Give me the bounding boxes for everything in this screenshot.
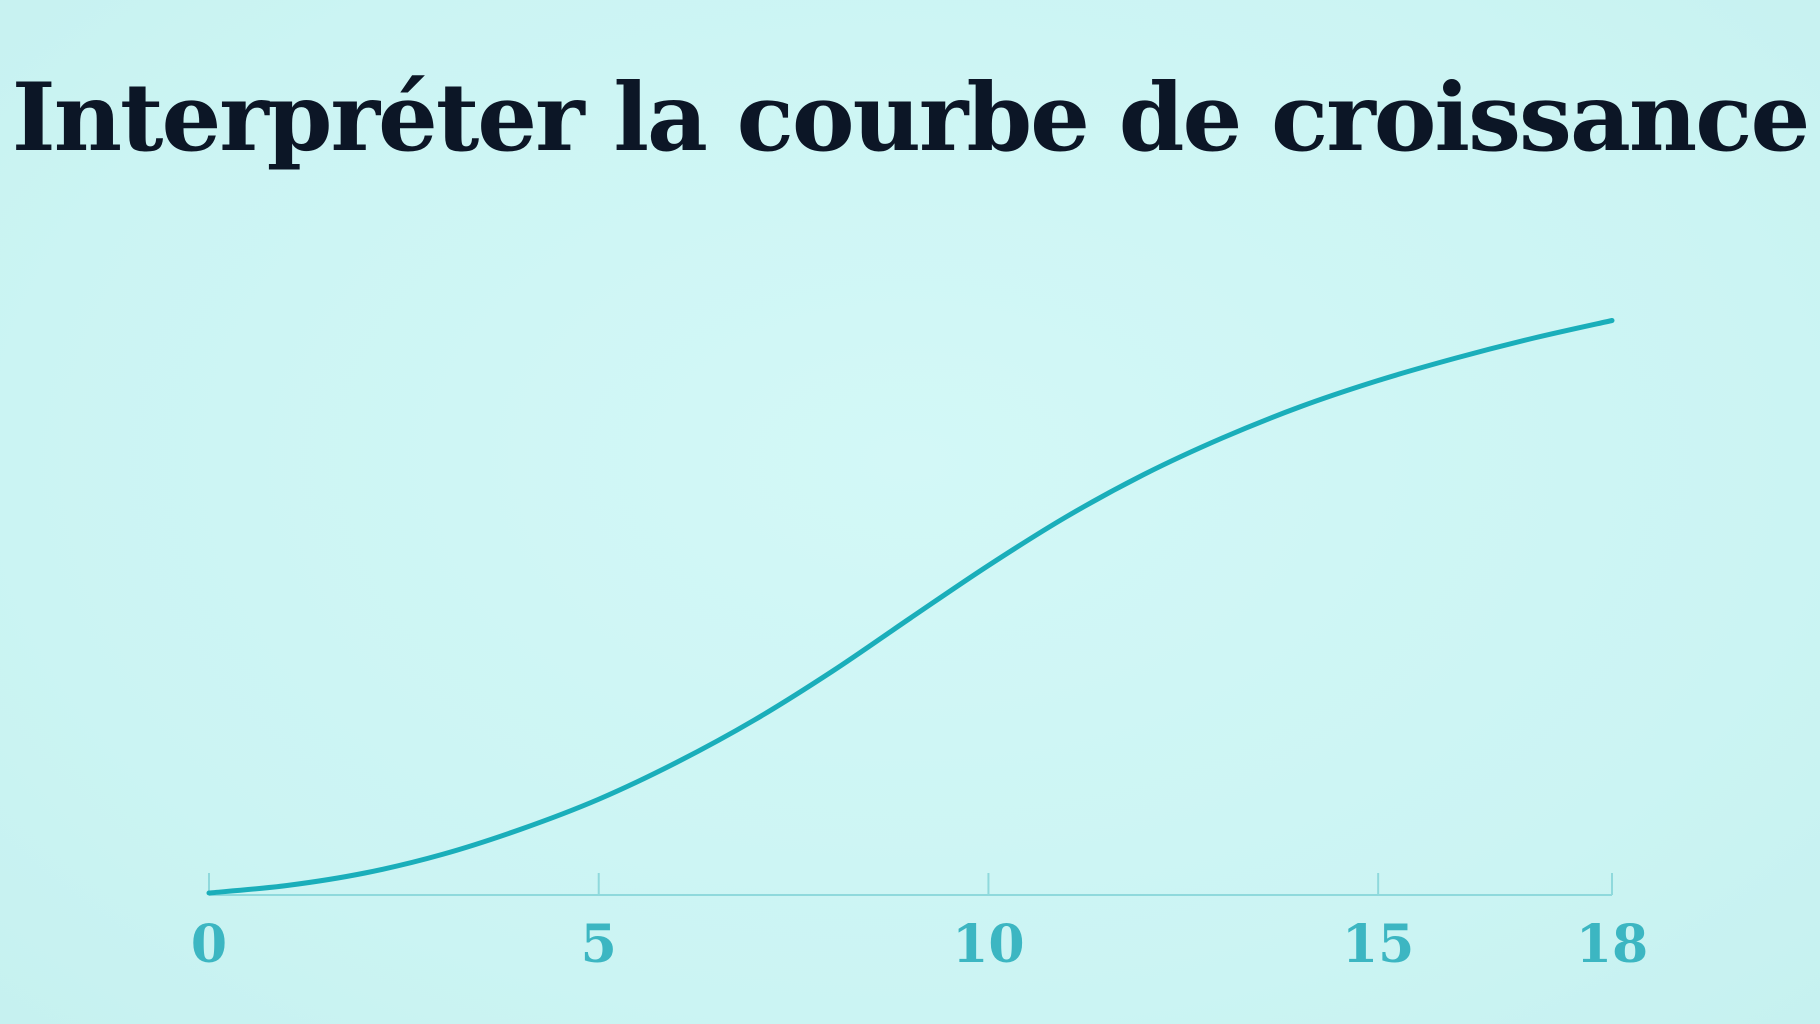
x-tick-label-5: 5 — [581, 914, 617, 975]
curve-layer — [206, 318, 1615, 896]
x-tick-label-15: 15 — [1342, 914, 1414, 975]
x-axis: 0 5 10 15 18 — [191, 873, 1648, 975]
growth-curve-line — [206, 318, 1615, 896]
x-tick-label-0: 0 — [191, 914, 227, 975]
chart-title: Interpréter la courbe de croissance — [11, 63, 1811, 173]
x-tick-label-10: 10 — [952, 914, 1024, 975]
x-tick-label-18: 18 — [1576, 914, 1648, 975]
